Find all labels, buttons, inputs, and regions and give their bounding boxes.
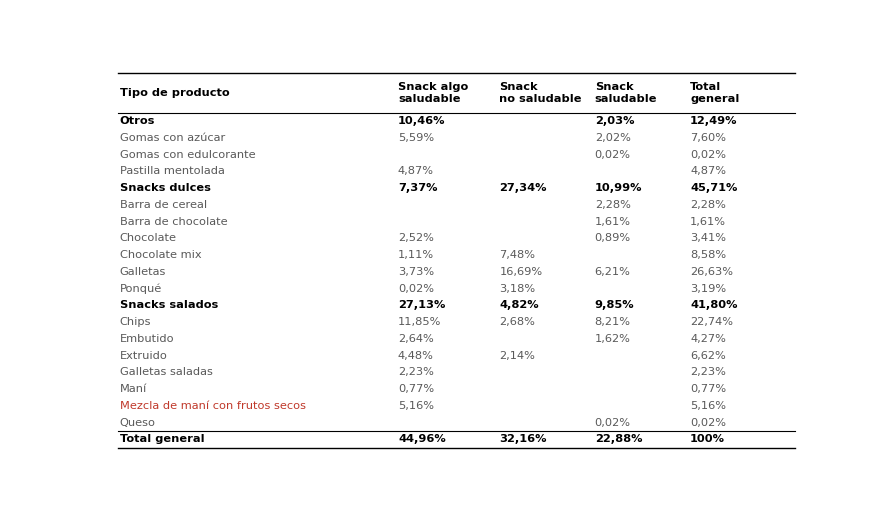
Text: Snacks salados: Snacks salados [119, 301, 218, 310]
Text: 4,48%: 4,48% [398, 351, 434, 360]
Text: Extruido: Extruido [119, 351, 168, 360]
Text: 16,69%: 16,69% [500, 267, 543, 277]
Text: 1,61%: 1,61% [595, 217, 631, 227]
Text: 41,80%: 41,80% [690, 301, 738, 310]
Text: Otros: Otros [119, 116, 155, 126]
Text: 7,48%: 7,48% [500, 250, 535, 260]
Text: Total general: Total general [119, 434, 204, 444]
Text: 3,41%: 3,41% [690, 233, 726, 243]
Text: Barra de cereal: Barra de cereal [119, 200, 207, 210]
Text: 0,77%: 0,77% [398, 384, 434, 394]
Text: 4,87%: 4,87% [398, 166, 434, 176]
Text: Chips: Chips [119, 317, 151, 327]
Text: 100%: 100% [690, 434, 725, 444]
Text: 0,02%: 0,02% [595, 418, 631, 428]
Text: 1,62%: 1,62% [595, 334, 631, 344]
Text: 5,59%: 5,59% [398, 133, 434, 143]
Text: Embutido: Embutido [119, 334, 175, 344]
Text: 22,74%: 22,74% [690, 317, 733, 327]
Text: 4,27%: 4,27% [690, 334, 726, 344]
Text: 5,16%: 5,16% [690, 401, 726, 411]
Text: 0,02%: 0,02% [398, 284, 434, 293]
Text: 2,64%: 2,64% [398, 334, 434, 344]
Text: 9,85%: 9,85% [595, 301, 634, 310]
Text: 3,18%: 3,18% [500, 284, 535, 293]
Text: 2,03%: 2,03% [595, 116, 634, 126]
Text: 22,88%: 22,88% [595, 434, 642, 444]
Text: 2,14%: 2,14% [500, 351, 535, 360]
Text: 10,46%: 10,46% [398, 116, 446, 126]
Text: 3,19%: 3,19% [690, 284, 726, 293]
Text: Pastilla mentolada: Pastilla mentolada [119, 166, 225, 176]
Text: 7,60%: 7,60% [690, 133, 726, 143]
Text: 27,34%: 27,34% [500, 183, 547, 193]
Text: 8,58%: 8,58% [690, 250, 726, 260]
Text: 11,85%: 11,85% [398, 317, 441, 327]
Text: Chocolate: Chocolate [119, 233, 176, 243]
Text: Ponqué: Ponqué [119, 283, 162, 294]
Text: 2,28%: 2,28% [690, 200, 726, 210]
Text: 1,11%: 1,11% [398, 250, 434, 260]
Text: 4,82%: 4,82% [500, 301, 539, 310]
Text: 1,61%: 1,61% [690, 217, 726, 227]
Text: 2,23%: 2,23% [398, 368, 434, 377]
Text: Gomas con edulcorante: Gomas con edulcorante [119, 150, 256, 160]
Text: 2,52%: 2,52% [398, 233, 434, 243]
Text: 8,21%: 8,21% [595, 317, 631, 327]
Text: Mezcla de maní con frutos secos: Mezcla de maní con frutos secos [119, 401, 306, 411]
Text: 0,89%: 0,89% [595, 233, 631, 243]
Text: 0,77%: 0,77% [690, 384, 726, 394]
Text: 26,63%: 26,63% [690, 267, 733, 277]
Text: 2,68%: 2,68% [500, 317, 535, 327]
Text: Queso: Queso [119, 418, 156, 428]
Text: Maní: Maní [119, 384, 147, 394]
Text: 2,23%: 2,23% [690, 368, 726, 377]
Text: Snack
saludable: Snack saludable [595, 82, 658, 104]
Text: 0,02%: 0,02% [595, 150, 631, 160]
Text: 45,71%: 45,71% [690, 183, 738, 193]
Text: Snacks dulces: Snacks dulces [119, 183, 210, 193]
Text: 2,02%: 2,02% [595, 133, 631, 143]
Text: 0,02%: 0,02% [690, 150, 726, 160]
Text: 6,62%: 6,62% [690, 351, 726, 360]
Text: 32,16%: 32,16% [500, 434, 547, 444]
Text: Tipo de producto: Tipo de producto [119, 88, 229, 98]
Text: 7,37%: 7,37% [398, 183, 437, 193]
Text: Barra de chocolate: Barra de chocolate [119, 217, 227, 227]
Text: Chocolate mix: Chocolate mix [119, 250, 201, 260]
Text: 6,21%: 6,21% [595, 267, 631, 277]
Text: 2,28%: 2,28% [595, 200, 631, 210]
Text: Snack algo
saludable: Snack algo saludable [398, 82, 468, 104]
Text: Snack
no saludable: Snack no saludable [500, 82, 582, 104]
Text: Total
general: Total general [690, 82, 740, 104]
Text: 12,49%: 12,49% [690, 116, 738, 126]
Text: Galletas saladas: Galletas saladas [119, 368, 213, 377]
Text: 10,99%: 10,99% [595, 183, 642, 193]
Text: Galletas: Galletas [119, 267, 166, 277]
Text: 27,13%: 27,13% [398, 301, 446, 310]
Text: Gomas con azúcar: Gomas con azúcar [119, 133, 225, 143]
Text: 5,16%: 5,16% [398, 401, 434, 411]
Text: 44,96%: 44,96% [398, 434, 446, 444]
Text: 0,02%: 0,02% [690, 418, 726, 428]
Text: 4,87%: 4,87% [690, 166, 726, 176]
Text: 3,73%: 3,73% [398, 267, 434, 277]
